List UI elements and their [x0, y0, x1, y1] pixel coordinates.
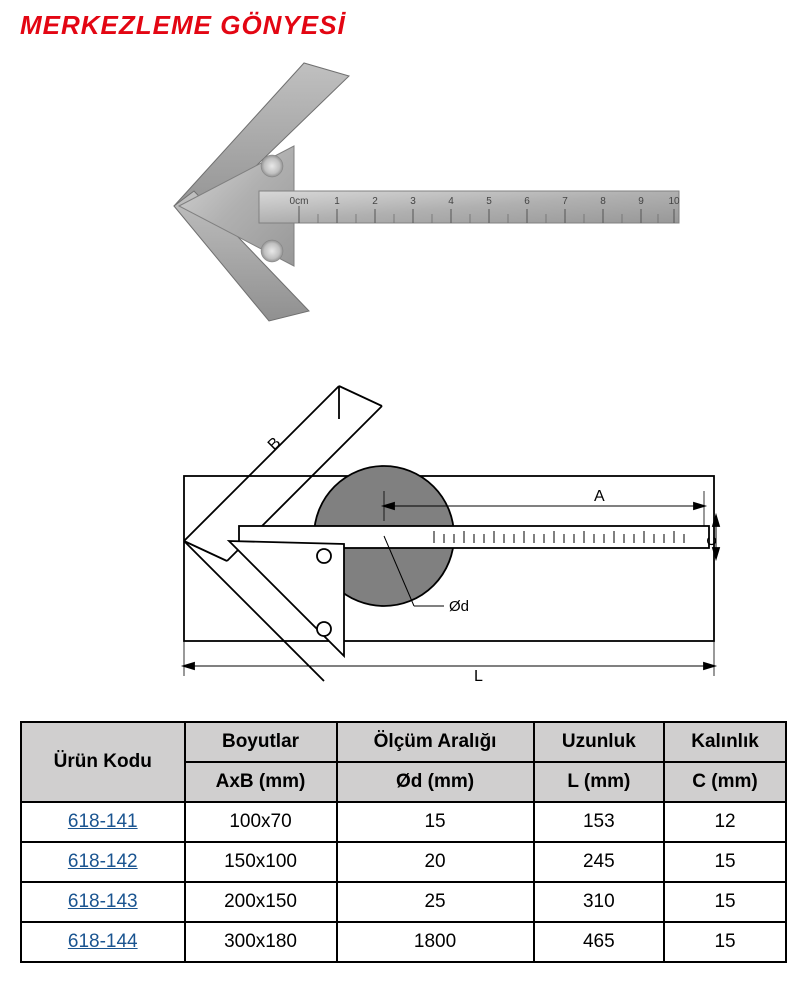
ruler-tick-0: 0cm: [289, 196, 308, 207]
cell-axb: 300x180: [185, 922, 337, 962]
th-urun-kodu: Ürün Kodu: [21, 722, 185, 802]
label-l: L: [474, 668, 483, 685]
cell-od: 1800: [337, 922, 534, 962]
technical-diagram: B A C L Ød: [20, 381, 787, 691]
product-link[interactable]: 618-141: [68, 811, 138, 832]
svg-text:4: 4: [448, 196, 454, 207]
cell-l: 245: [534, 842, 664, 882]
th-uzunluk: Uzunluk: [534, 722, 664, 762]
svg-text:3: 3: [410, 196, 416, 207]
table-row: 618-141 100x70 15 153 12: [21, 802, 786, 842]
label-a: A: [594, 488, 605, 505]
label-od: Ød: [449, 598, 469, 615]
label-b: B: [264, 434, 284, 454]
svg-text:8: 8: [600, 196, 606, 207]
svg-text:7: 7: [562, 196, 568, 207]
cell-axb: 200x150: [185, 882, 337, 922]
cell-axb: 100x70: [185, 802, 337, 842]
cell-l: 465: [534, 922, 664, 962]
svg-text:9: 9: [638, 196, 644, 207]
svg-text:2: 2: [372, 196, 378, 207]
th-l: L (mm): [534, 762, 664, 802]
product-photo: 0cm 1 2 3 4 5 6 7 8 9 10: [20, 51, 787, 341]
cell-od: 20: [337, 842, 534, 882]
cell-c: 15: [664, 922, 786, 962]
svg-text:5: 5: [486, 196, 492, 207]
label-c: C: [704, 536, 719, 545]
cell-c: 12: [664, 802, 786, 842]
svg-text:6: 6: [524, 196, 530, 207]
table-row: 618-143 200x150 25 310 15: [21, 882, 786, 922]
th-boyutlar: Boyutlar: [185, 722, 337, 762]
table-row: 618-142 150x100 20 245 15: [21, 842, 786, 882]
svg-text:1: 1: [334, 196, 340, 207]
page-title: MERKEZLEME GÖNYESİ: [20, 10, 787, 41]
product-link[interactable]: 618-142: [68, 851, 138, 872]
svg-text:10: 10: [668, 196, 680, 207]
spec-table: Ürün Kodu Boyutlar Ölçüm Aralığı Uzunluk…: [20, 721, 787, 963]
cell-axb: 150x100: [185, 842, 337, 882]
th-axb: AxB (mm): [185, 762, 337, 802]
th-c: C (mm): [664, 762, 786, 802]
cell-od: 15: [337, 802, 534, 842]
cell-c: 15: [664, 842, 786, 882]
cell-l: 310: [534, 882, 664, 922]
th-kalinlik: Kalınlık: [664, 722, 786, 762]
cell-od: 25: [337, 882, 534, 922]
th-olcum: Ölçüm Aralığı: [337, 722, 534, 762]
product-link[interactable]: 618-143: [68, 891, 138, 912]
th-od: Ød (mm): [337, 762, 534, 802]
table-row: 618-144 300x180 1800 465 15: [21, 922, 786, 962]
product-link[interactable]: 618-144: [68, 931, 138, 952]
cell-c: 15: [664, 882, 786, 922]
cell-l: 153: [534, 802, 664, 842]
